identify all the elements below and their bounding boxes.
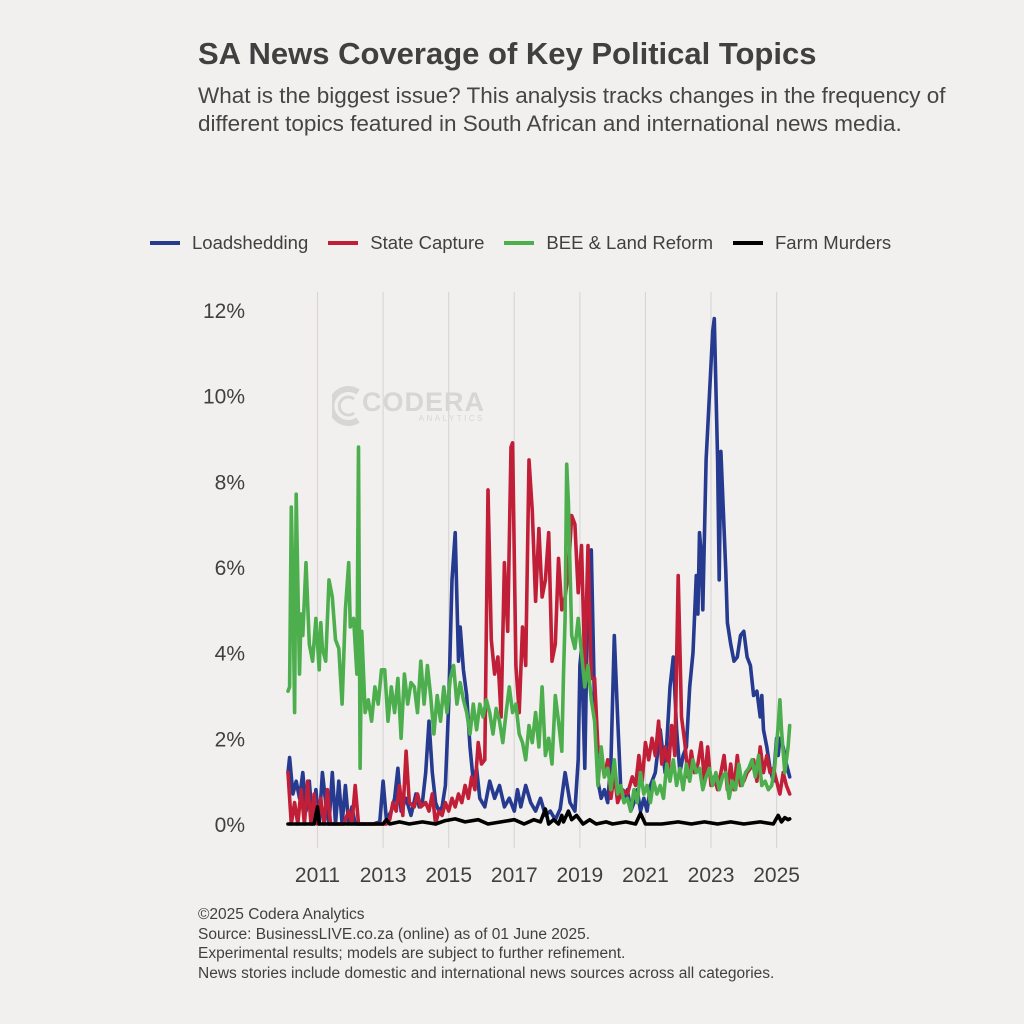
legend-item: Loadshedding: [150, 232, 308, 254]
scope-note: News stories include domestic and intern…: [198, 964, 775, 982]
legend: Loadshedding State Capture BEE & Land Refo…: [150, 232, 911, 254]
legend-item: BEE & Land Reform: [504, 232, 713, 254]
legend-label: Loadshedding: [192, 232, 309, 253]
legend-swatch: [150, 241, 180, 245]
legend-swatch: [328, 241, 359, 245]
copyright-note: ©2025 Codera Analytics: [198, 906, 365, 923]
x-tick-label: 2015: [425, 864, 472, 887]
legend-label: BEE & Land Reform: [546, 232, 713, 253]
experimental-note: Experimental results; models are subject…: [198, 945, 626, 962]
x-tick-label: 2013: [360, 864, 407, 887]
legend-swatch: [733, 241, 763, 245]
x-tick-label: 2023: [688, 864, 735, 887]
codera-logo-icon: [332, 386, 360, 426]
x-tick-label: 2025: [753, 864, 800, 887]
legend-item: State Capture: [328, 232, 484, 254]
x-tick-label: 2021: [622, 864, 669, 887]
legend-label: Farm Murders: [775, 232, 892, 253]
chart-title: SA News Coverage of Key Political Topics: [198, 36, 817, 71]
y-tick-label: 0%: [215, 814, 245, 837]
y-tick-label: 12%: [203, 300, 245, 323]
legend-item: Farm Murders: [733, 232, 891, 254]
watermark-subtext: ANALYTICS: [418, 413, 486, 423]
x-axis-ticks: 2011 2013 2015 2017 2019 2021 2023 2025: [295, 864, 800, 887]
y-axis-ticks: 0% 2% 4% 6% 8% 10% 12%: [203, 300, 245, 837]
series-line-farm-murders: [286, 805, 792, 826]
y-tick-label: 4%: [215, 643, 245, 666]
watermark-text: CODERA: [362, 386, 486, 417]
x-tick-label: 2011: [295, 864, 340, 887]
series-line-bee-land-reform: [286, 445, 792, 813]
source-note: Source: BusinessLIVE.co.za (online) as o…: [198, 925, 591, 943]
y-tick-label: 2%: [215, 728, 245, 751]
chart-subtitle: What is the biggest issue? This analysis…: [198, 83, 946, 136]
y-tick-label: 8%: [215, 471, 245, 494]
y-tick-label: 10%: [203, 386, 245, 409]
x-tick-label: 2017: [491, 864, 538, 887]
x-tick-label: 2019: [556, 864, 603, 887]
legend-swatch: [504, 241, 535, 245]
footer-notes: ©2025 Codera Analytics Source: BusinessL…: [198, 905, 774, 983]
watermark-logo: CODERA ANALYTICS: [332, 384, 485, 428]
series-lines: [286, 316, 792, 826]
y-tick-label: 6%: [215, 557, 245, 580]
line-chart: 0% 2% 4% 6% 8% 10% 12% 2011 2013 2015 2017 2019 202…: [203, 292, 800, 887]
legend-label: State Capture: [370, 232, 485, 253]
